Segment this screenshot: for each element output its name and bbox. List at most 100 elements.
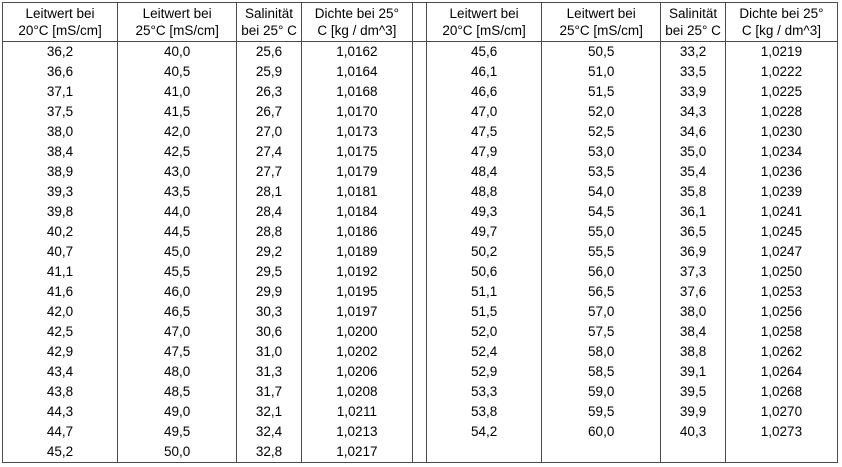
cell-leitwert-25c: 43,5: [117, 182, 238, 202]
cell-leitwert-25c: 47,5: [117, 342, 238, 362]
cell-leitwert-25c: 60,0: [541, 422, 662, 442]
cell-salinitaet: 28,1: [236, 182, 302, 202]
table-row: 42,9 47,5 31,0 1,0202 52,4 58,0 38,8 1,0262: [1, 342, 839, 362]
cell-salinitaet: 33,2: [660, 41, 726, 62]
cell-salinitaet: 35,8: [660, 182, 726, 202]
cell-leitwert-25c: [541, 442, 662, 463]
table-row: 41,6 46,0 29,9 1,0195 51,1 56,5 37,6 1,0253: [1, 282, 839, 302]
cell-dichte: 1,0273: [724, 422, 839, 442]
cell-dichte: 1,0181: [300, 182, 413, 202]
cell-leitwert-25c: 52,0: [541, 102, 662, 122]
cell-leitwert-20c: 42,9: [1, 342, 119, 362]
cell-salinitaet: 35,4: [660, 162, 726, 182]
cell-leitwert-20c: 36,2: [1, 41, 119, 62]
cell-leitwert-25c: 48,5: [117, 382, 238, 402]
cell-salinitaet: 30,3: [236, 302, 302, 322]
cell-leitwert-25c: 42,5: [117, 142, 238, 162]
cell-leitwert-25c: 46,5: [117, 302, 238, 322]
spacer-cell: [411, 102, 428, 122]
cell-leitwert-20c: 38,0: [1, 122, 119, 142]
cell-leitwert-25c: 44,0: [117, 202, 238, 222]
cell-leitwert-20c: 41,6: [1, 282, 119, 302]
cell-dichte: 1,0262: [724, 342, 839, 362]
column-header-left-salinitaet: Salinität bei 25° C: [236, 2, 302, 42]
table-row: 40,7 45,0 29,2 1,0189 50,2 55,5 36,9 1,0247: [1, 242, 839, 262]
spacer-cell: [411, 242, 428, 262]
cell-leitwert-25c: 41,0: [117, 82, 238, 102]
table-row: 38,4 42,5 27,4 1,0175 47,9 53,0 35,0 1,0234: [1, 142, 839, 162]
cell-salinitaet: 32,1: [236, 402, 302, 422]
cell-salinitaet: 37,3: [660, 262, 726, 282]
spacer-cell: [411, 222, 428, 242]
cell-leitwert-20c: 53,3: [426, 382, 543, 402]
cell-leitwert-20c: 54,2: [426, 422, 543, 442]
cell-leitwert-25c: 56,5: [541, 282, 662, 302]
cell-leitwert-20c: 45,6: [426, 41, 543, 62]
cell-leitwert-25c: 41,5: [117, 102, 238, 122]
cell-salinitaet: 39,5: [660, 382, 726, 402]
cell-salinitaet: 28,4: [236, 202, 302, 222]
cell-leitwert-20c: 53,8: [426, 402, 543, 422]
cell-leitwert-20c: 44,3: [1, 402, 119, 422]
cell-leitwert-20c: [426, 442, 543, 463]
spacer-cell: [411, 202, 428, 222]
cell-leitwert-25c: 45,5: [117, 262, 238, 282]
cell-leitwert-25c: 56,0: [541, 262, 662, 282]
cell-leitwert-20c: 52,9: [426, 362, 543, 382]
cell-salinitaet: 32,8: [236, 442, 302, 463]
cell-leitwert-25c: 55,0: [541, 222, 662, 242]
spacer-cell: [411, 422, 428, 442]
table-row: 42,0 46,5 30,3 1,0197 51,5 57,0 38,0 1,0256: [1, 302, 839, 322]
cell-salinitaet: 29,9: [236, 282, 302, 302]
cell-leitwert-20c: 51,1: [426, 282, 543, 302]
cell-dichte: 1,0270: [724, 402, 839, 422]
cell-salinitaet: 36,1: [660, 202, 726, 222]
table-row: 43,8 48,5 31,7 1,0208 53,3 59,0 39,5 1,0268: [1, 382, 839, 402]
cell-salinitaet: 31,3: [236, 362, 302, 382]
cell-salinitaet: 25,9: [236, 62, 302, 82]
cell-salinitaet: 39,1: [660, 362, 726, 382]
cell-leitwert-25c: 43,0: [117, 162, 238, 182]
table-row: 36,2 40,0 25,6 1,0162 45,6 50,5 33,2 1,0219: [1, 41, 839, 62]
cell-leitwert-25c: 48,0: [117, 362, 238, 382]
cell-leitwert-25c: 46,0: [117, 282, 238, 302]
cell-salinitaet: 29,5: [236, 262, 302, 282]
cell-salinitaet: 28,8: [236, 222, 302, 242]
cell-leitwert-20c: 48,8: [426, 182, 543, 202]
cell-dichte: 1,0219: [724, 41, 839, 62]
cell-dichte: 1,0217: [300, 442, 413, 463]
column-header-right-dichte: Dichte bei 25° C [kg / dm^3]: [724, 2, 839, 42]
cell-salinitaet: 36,9: [660, 242, 726, 262]
cell-leitwert-20c: 36,6: [1, 62, 119, 82]
cell-salinitaet: 29,2: [236, 242, 302, 262]
cell-dichte: 1,0175: [300, 142, 413, 162]
cell-dichte: 1,0186: [300, 222, 413, 242]
spacer-cell: [411, 402, 428, 422]
cell-leitwert-20c: 50,2: [426, 242, 543, 262]
spacer-cell: [411, 362, 428, 382]
cell-dichte: 1,0211: [300, 402, 413, 422]
cell-leitwert-25c: 49,0: [117, 402, 238, 422]
column-header-right-leitwert-25c: Leitwert bei 25°C [mS/cm]: [541, 2, 662, 42]
cell-leitwert-20c: 46,6: [426, 82, 543, 102]
cell-leitwert-25c: 54,5: [541, 202, 662, 222]
cell-leitwert-20c: 46,1: [426, 62, 543, 82]
cell-dichte: 1,0241: [724, 202, 839, 222]
table-body: 36,2 40,0 25,6 1,0162 45,6 50,5 33,2 1,0219 36,6…: [1, 41, 839, 463]
cell-salinitaet: 35,0: [660, 142, 726, 162]
cell-leitwert-25c: 54,0: [541, 182, 662, 202]
cell-salinitaet: 37,6: [660, 282, 726, 302]
cell-dichte: 1,0173: [300, 122, 413, 142]
cell-leitwert-20c: 49,7: [426, 222, 543, 242]
cell-leitwert-20c: 37,5: [1, 102, 119, 122]
table-row: 44,7 49,5 32,4 1,0213 54,2 60,0 40,3 1,0273: [1, 422, 839, 442]
cell-salinitaet: 27,0: [236, 122, 302, 142]
cell-salinitaet: 25,6: [236, 41, 302, 62]
cell-leitwert-20c: 42,5: [1, 322, 119, 342]
cell-leitwert-25c: 57,0: [541, 302, 662, 322]
cell-leitwert-25c: 51,5: [541, 82, 662, 102]
spacer-cell: [411, 122, 428, 142]
cell-dichte: 1,0253: [724, 282, 839, 302]
cell-leitwert-25c: 45,0: [117, 242, 238, 262]
cell-salinitaet: 31,0: [236, 342, 302, 362]
